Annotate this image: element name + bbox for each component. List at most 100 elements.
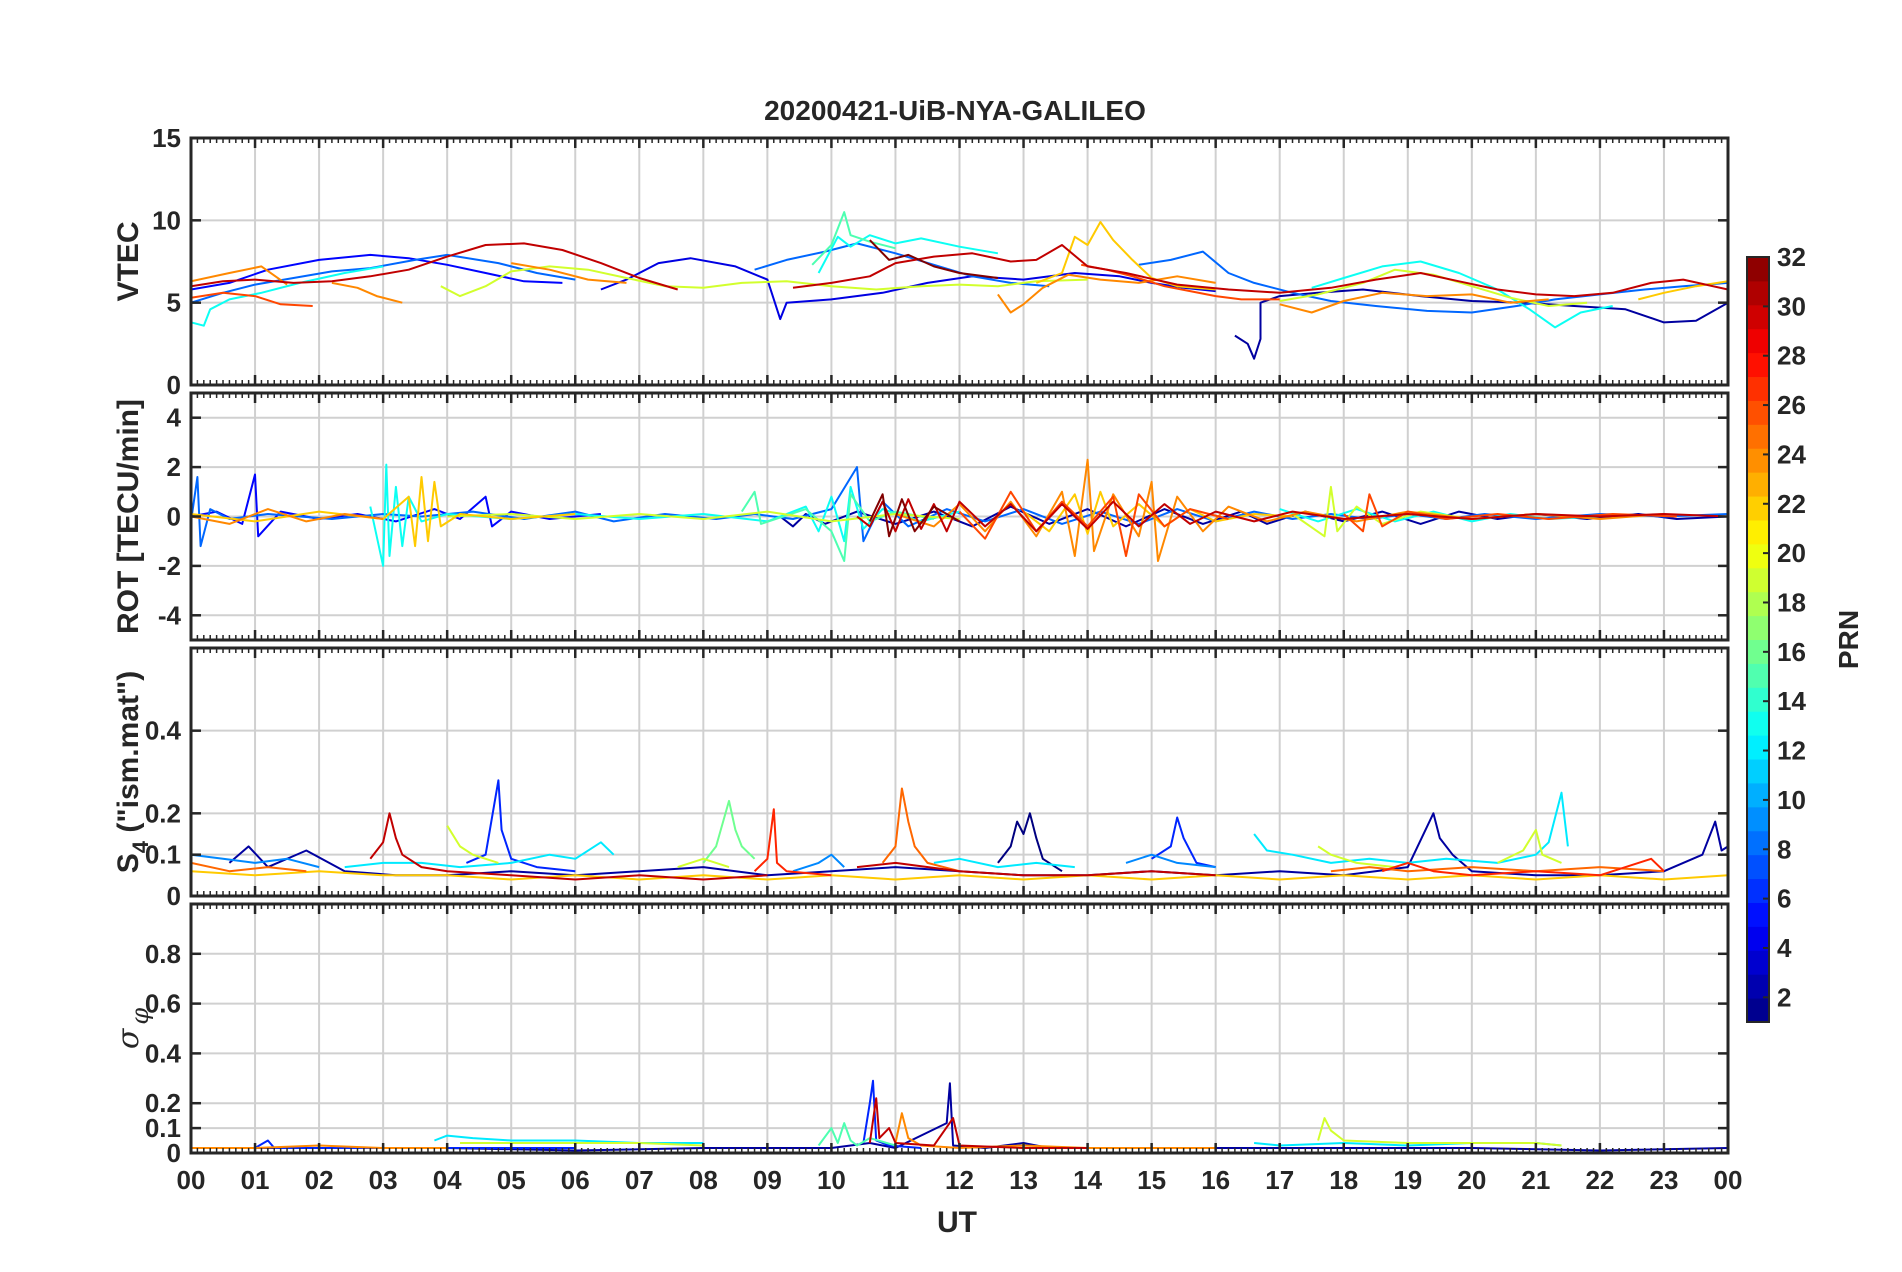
series-prn-24	[997, 273, 1216, 314]
colorbar-bin	[1747, 878, 1769, 903]
colorbar-bin	[1747, 257, 1769, 282]
series-prn-19	[1279, 268, 1588, 307]
x-axis-label: UT	[937, 1206, 977, 1239]
series-prn-19	[1497, 828, 1562, 864]
x-tick-label: 09	[753, 1165, 782, 1195]
series-prn-24	[511, 262, 627, 284]
panel-vtec-ylabel: VTEC	[112, 221, 145, 301]
y-tick-label: 0.1	[145, 840, 181, 870]
series-prn-19	[1317, 1117, 1562, 1147]
colorbar-bin	[1747, 663, 1769, 688]
series-prn-24	[331, 281, 403, 304]
series-prn-32	[868, 493, 961, 538]
figure-title: 20200421-UiB-NYA-GALILEO	[764, 95, 1146, 126]
panel-s4: 0 0.1 0.2 0.4S4 ("ism.mat")	[112, 646, 1730, 911]
x-tick-label: 11	[882, 1165, 910, 1195]
y-tick-label: 15	[152, 123, 181, 153]
panel-rot-series	[191, 458, 1728, 567]
colorbar-tick-label: 20	[1777, 538, 1806, 568]
colorbar-bin	[1747, 280, 1769, 306]
series-prn-1	[997, 812, 1063, 873]
panel-vtec-ticks	[189, 136, 1730, 387]
colorbar-tick-label: 16	[1777, 637, 1806, 667]
colorbar-bin	[1747, 735, 1769, 760]
x-tick-label: 20	[1457, 1165, 1486, 1195]
panel-sigma_phi-grid	[191, 904, 1728, 1153]
series-prn-27	[1381, 857, 1665, 877]
x-tick-label: 01	[241, 1165, 270, 1195]
colorbar-bin	[1747, 448, 1769, 473]
y-tick-label: 0.4	[145, 1038, 182, 1068]
series-prn-30	[868, 1097, 1088, 1149]
colorbar-tick-label: 22	[1777, 489, 1806, 519]
series-prn-19	[446, 825, 499, 864]
x-tick-label: 12	[945, 1165, 974, 1195]
colorbar-bin	[1747, 591, 1769, 617]
colorbar-bin	[1747, 376, 1769, 401]
x-tick-label: 07	[625, 1165, 654, 1195]
colorbar-tick-label: 10	[1777, 785, 1806, 815]
series-prn-30	[191, 242, 678, 291]
series-prn-9	[191, 853, 320, 869]
colorbar-tick-label: 18	[1777, 587, 1806, 617]
series-prn-25	[1330, 866, 1665, 873]
y-tick-label: 0.6	[145, 989, 181, 1019]
colorbar-bin	[1747, 496, 1769, 521]
series-prn-19	[1317, 845, 1396, 869]
y-tick-label: 0.2	[145, 1088, 181, 1118]
y-tick-label: 0	[167, 1138, 181, 1168]
x-tick-label: 22	[1585, 1165, 1614, 1195]
panel-sigma_phi: 00.10.2 0.4 0.6 0.8 σφ	[111, 902, 1730, 1168]
colorbar-tick-label: 32	[1777, 242, 1806, 272]
colorbar-bin	[1747, 806, 1769, 832]
y-tick-label: 0.2	[145, 798, 181, 828]
series-prn-30	[792, 244, 1728, 298]
panel-sigma_phi-ticks	[189, 904, 1730, 1155]
colorbar-bin	[1747, 711, 1769, 736]
series-prn-6	[1151, 816, 1216, 869]
panel-sigma_phi-ylabel: σφ	[111, 1008, 154, 1049]
colorbar-bin	[1747, 926, 1769, 951]
colorbar-tick-label: 28	[1777, 341, 1806, 371]
x-axis: 00 01 02 03 04 05 06 07 08 09 10 11 12 13 14 15 16 17 18 19…	[177, 1165, 1743, 1195]
colorbar-bin	[1747, 782, 1769, 808]
x-tick-label: 14	[1073, 1165, 1102, 1195]
panel-s4-series	[191, 779, 1728, 881]
colorbar-label: PRN	[1833, 610, 1864, 669]
colorbar-bin	[1747, 639, 1769, 664]
y-tick-label: 0	[167, 370, 181, 400]
series-prn-8	[754, 242, 1050, 288]
series-prn-22	[1638, 280, 1728, 301]
x-tick-label: 23	[1649, 1165, 1678, 1195]
x-tick-label: 02	[305, 1165, 334, 1195]
series-prn-25	[191, 861, 307, 873]
series-prn-26	[191, 291, 313, 307]
colorbar-tick-label: 2	[1777, 982, 1791, 1012]
series-prn-15	[817, 1122, 896, 1147]
series-prn-22	[191, 476, 576, 548]
x-tick-label: 08	[689, 1165, 718, 1195]
series-prn-24	[191, 265, 288, 286]
series-prn-24	[1279, 291, 1549, 314]
colorbar-bin	[1747, 902, 1769, 927]
y-tick-label: 0.4	[145, 716, 182, 746]
x-tick-label: 06	[561, 1165, 590, 1195]
colorbar-bin	[1747, 950, 1769, 975]
series-prn-30	[856, 498, 1728, 533]
colorbar-bin	[1747, 759, 1769, 784]
x-tick-label: 13	[1009, 1165, 1038, 1195]
colorbar-bin	[1747, 567, 1769, 593]
series-prn-5	[191, 253, 563, 291]
series-prn-12	[933, 857, 1075, 869]
colorbar-tick-label: 24	[1777, 439, 1806, 469]
colorbar-bin	[1747, 615, 1769, 640]
colorbar-bin	[1747, 687, 1769, 712]
colorbar-bin	[1747, 974, 1769, 999]
colorbar-tick-label: 26	[1777, 390, 1806, 420]
colorbar-bin	[1747, 472, 1769, 497]
panel-vtec: 0 5 10 15 VTEC	[112, 123, 1730, 400]
x-tick-label: 19	[1393, 1165, 1422, 1195]
series-prn-24	[191, 508, 384, 525]
x-tick-label: 04	[433, 1165, 462, 1195]
